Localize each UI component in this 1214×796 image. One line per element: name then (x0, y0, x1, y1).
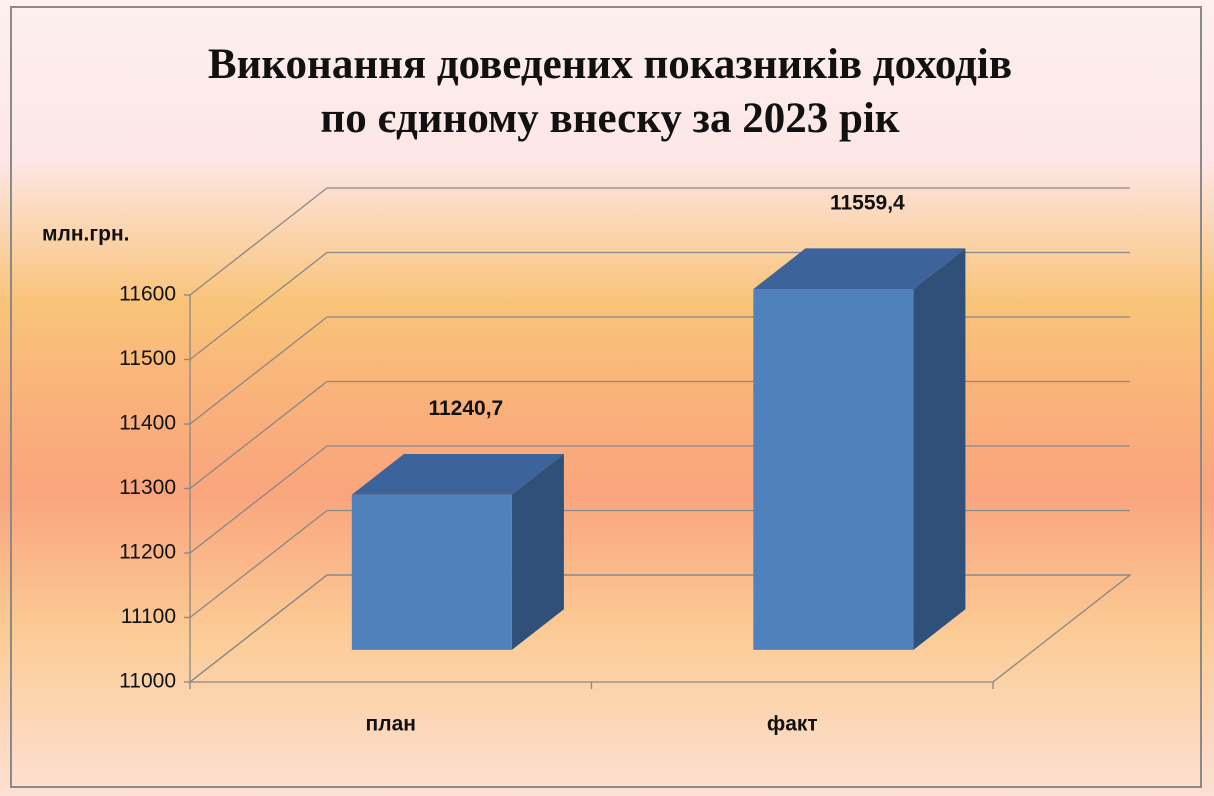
bar-top (351, 453, 564, 495)
bar (351, 494, 512, 650)
y-tick-label: 11400 (119, 412, 176, 435)
y-tick-label: 11300 (119, 476, 176, 499)
x-tick-label: план (366, 713, 416, 736)
y-tick-label: 11100 (121, 605, 176, 628)
grid-line (189, 445, 1130, 554)
grid-line (189, 574, 1130, 683)
y-tick-label: 11000 (119, 670, 176, 693)
y-axis-label: млн.грн. (42, 223, 130, 246)
grid-line (189, 316, 1130, 425)
y-tick-label: 11200 (119, 541, 176, 564)
chart-title: Виконання доведених показників доходів п… (207, 41, 1013, 142)
grid-line (189, 380, 1130, 490)
value-label: 11240,7 (428, 397, 503, 420)
grid-line (189, 509, 1130, 619)
bar-side (913, 248, 966, 650)
bar-top (753, 248, 966, 290)
floor (188, 574, 1132, 683)
y-tick-label: 11600 (119, 283, 176, 306)
bar-side (511, 453, 564, 650)
y-tick-label: 11500 (119, 347, 176, 370)
grid-line (189, 251, 1130, 361)
chart-border (10, 6, 1202, 788)
grid-line (189, 187, 1130, 296)
x-tick-label: факт (767, 713, 818, 736)
bar (753, 289, 914, 650)
value-label: 11559,4 (830, 192, 905, 215)
